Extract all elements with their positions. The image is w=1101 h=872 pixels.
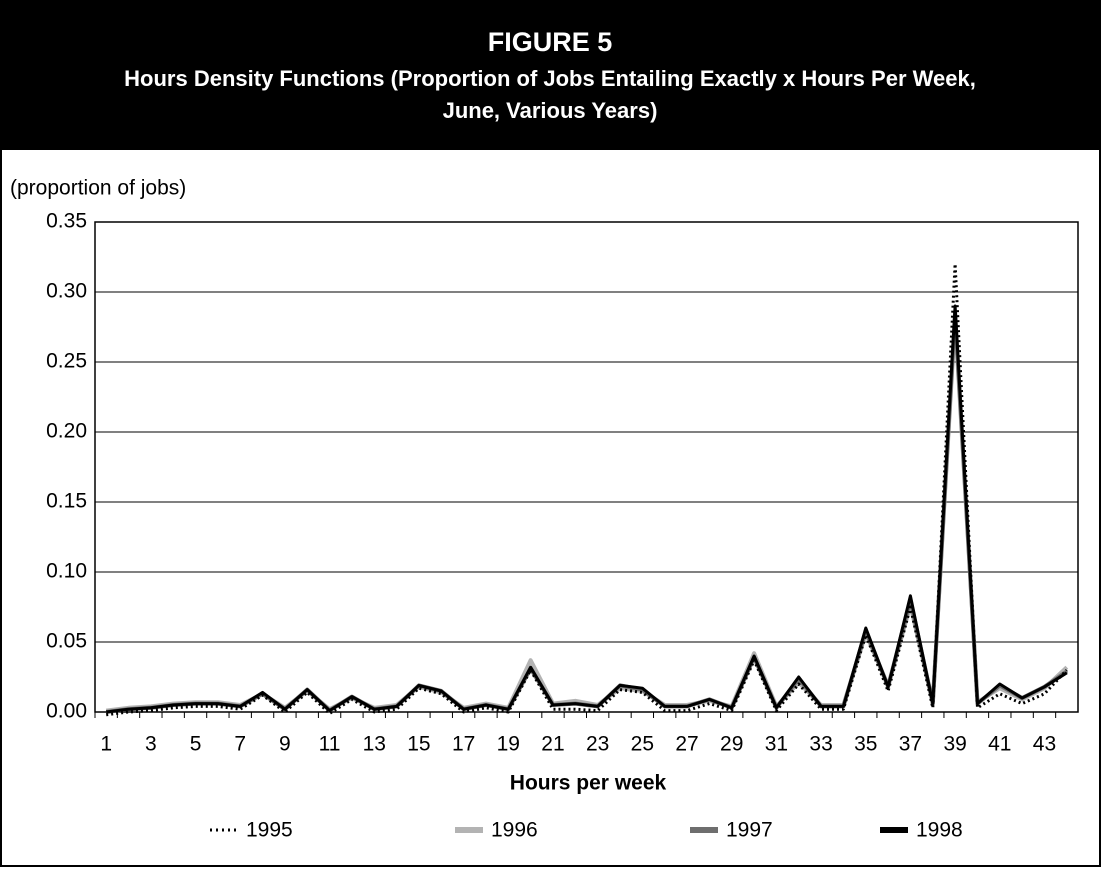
x-tick-label: 11 bbox=[319, 733, 341, 756]
x-tick-label: 23 bbox=[586, 733, 609, 756]
x-tick-label: 25 bbox=[631, 733, 654, 756]
y-axis-label: (proportion of jobs) bbox=[10, 177, 186, 200]
x-tick-label: 3 bbox=[145, 733, 157, 756]
legend-label: 1996 bbox=[491, 819, 538, 842]
legend-label: 1998 bbox=[916, 819, 963, 842]
chart-subtitle: June, Various Years) bbox=[443, 98, 658, 123]
y-tick-label: 0.35 bbox=[46, 210, 87, 233]
header-band bbox=[0, 0, 1101, 150]
series-line bbox=[106, 304, 1068, 714]
x-tick-label: 1 bbox=[100, 733, 112, 756]
y-tick-label: 0.10 bbox=[46, 560, 87, 583]
x-tick-label: 7 bbox=[234, 733, 246, 756]
x-tick-label: 13 bbox=[363, 733, 386, 756]
x-axis-label: Hours per week bbox=[510, 772, 667, 795]
y-tick-label: 0.15 bbox=[46, 490, 87, 513]
series-line bbox=[106, 262, 1068, 717]
chart-title: FIGURE 5 bbox=[488, 27, 613, 57]
x-tick-label: 31 bbox=[765, 733, 788, 756]
y-tick-label: 0.25 bbox=[46, 350, 87, 373]
x-tick-label: 37 bbox=[899, 733, 922, 756]
y-tick-label: 0.00 bbox=[46, 700, 87, 723]
x-tick-label: 5 bbox=[190, 733, 202, 756]
x-tick-label: 33 bbox=[809, 733, 832, 756]
x-tick-label: 17 bbox=[452, 733, 475, 756]
chart-subtitle: Hours Density Functions (Proportion of J… bbox=[124, 66, 976, 91]
legend-label: 1997 bbox=[726, 819, 773, 842]
x-tick-label: 29 bbox=[720, 733, 743, 756]
y-tick-label: 0.20 bbox=[46, 420, 87, 443]
y-tick-label: 0.05 bbox=[46, 630, 87, 653]
legend-label: 1995 bbox=[246, 819, 293, 842]
x-tick-label: 21 bbox=[541, 733, 564, 756]
x-tick-label: 15 bbox=[407, 733, 430, 756]
x-tick-label: 35 bbox=[854, 733, 877, 756]
x-tick-label: 19 bbox=[497, 733, 520, 756]
x-tick-label: 39 bbox=[943, 733, 966, 756]
x-tick-label: 27 bbox=[675, 733, 698, 756]
x-tick-label: 41 bbox=[988, 733, 1011, 756]
x-tick-label: 9 bbox=[279, 733, 291, 756]
x-tick-label: 43 bbox=[1033, 733, 1056, 756]
y-tick-label: 0.30 bbox=[46, 280, 87, 303]
